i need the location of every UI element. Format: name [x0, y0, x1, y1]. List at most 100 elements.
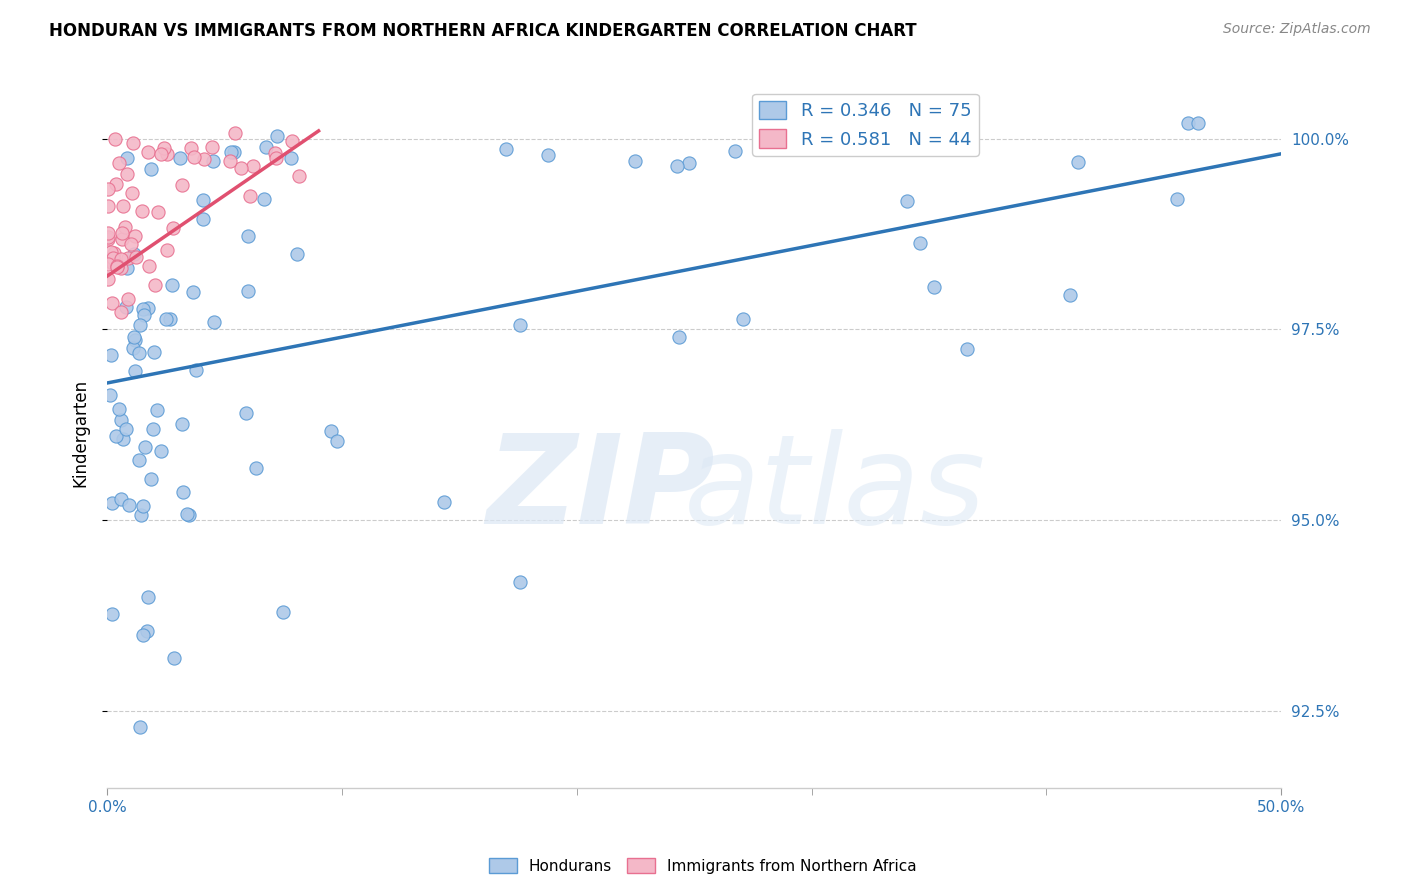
- Point: [509, 318, 531, 332]
- Point: [201, 139, 224, 153]
- Point: [115, 168, 138, 182]
- Point: [256, 139, 278, 153]
- Point: [97, 230, 120, 244]
- Text: ZIP: ZIP: [486, 429, 714, 550]
- Point: [128, 346, 150, 360]
- Point: [229, 161, 252, 176]
- Point: [956, 342, 979, 356]
- Point: [1177, 116, 1199, 130]
- Point: [731, 312, 754, 326]
- Point: [122, 247, 145, 261]
- Point: [191, 194, 214, 208]
- Point: [142, 422, 165, 436]
- Point: [143, 278, 166, 293]
- Point: [280, 134, 302, 148]
- Point: [114, 219, 136, 234]
- Point: [180, 141, 202, 155]
- Text: Source: ZipAtlas.com: Source: ZipAtlas.com: [1223, 22, 1371, 37]
- Point: [287, 169, 309, 184]
- Point: [136, 301, 159, 315]
- Point: [129, 318, 152, 333]
- Point: [100, 607, 122, 621]
- Point: [100, 244, 122, 259]
- Point: [170, 417, 193, 431]
- Point: [125, 250, 148, 264]
- Point: [325, 434, 347, 448]
- Point: [665, 159, 688, 173]
- Point: [509, 574, 531, 589]
- Point: [235, 406, 257, 420]
- Point: [136, 145, 159, 160]
- Point: [132, 628, 155, 642]
- Point: [131, 204, 153, 219]
- Point: [139, 472, 162, 486]
- Point: [219, 153, 242, 168]
- Point: [108, 156, 131, 170]
- Point: [162, 221, 184, 235]
- Point: [224, 145, 246, 159]
- Point: [101, 252, 124, 266]
- Point: [678, 156, 700, 170]
- Point: [186, 363, 208, 377]
- Point: [264, 146, 287, 161]
- Point: [110, 252, 132, 267]
- Point: [103, 245, 125, 260]
- Point: [110, 305, 132, 319]
- Point: [104, 132, 127, 146]
- Point: [1166, 192, 1188, 206]
- Point: [101, 295, 124, 310]
- Point: [1059, 288, 1081, 302]
- Point: [193, 152, 215, 166]
- Point: [115, 422, 138, 436]
- Point: [183, 150, 205, 164]
- Point: [118, 498, 141, 512]
- Point: [160, 278, 183, 293]
- Point: [202, 315, 225, 329]
- Point: [146, 204, 169, 219]
- Point: [105, 260, 128, 274]
- Point: [1066, 154, 1088, 169]
- Point: [122, 136, 145, 150]
- Point: [433, 495, 456, 509]
- Point: [202, 154, 225, 169]
- Point: [242, 159, 264, 173]
- Point: [139, 162, 162, 177]
- Point: [219, 145, 242, 159]
- Legend: Hondurans, Immigrants from Northern Africa: Hondurans, Immigrants from Northern Afri…: [484, 852, 922, 880]
- Point: [138, 260, 160, 274]
- Point: [135, 624, 157, 639]
- Point: [112, 199, 135, 213]
- Point: [136, 590, 159, 604]
- Point: [124, 330, 146, 344]
- Legend: R = 0.346   N = 75, R = 0.581   N = 44: R = 0.346 N = 75, R = 0.581 N = 44: [752, 94, 979, 156]
- Point: [181, 285, 204, 299]
- Point: [128, 720, 150, 734]
- Point: [100, 348, 122, 362]
- Point: [156, 146, 179, 161]
- Point: [104, 428, 127, 442]
- Point: [131, 499, 153, 513]
- Point: [131, 301, 153, 316]
- Point: [110, 413, 132, 427]
- Point: [801, 139, 824, 153]
- Point: [97, 182, 120, 196]
- Point: [128, 453, 150, 467]
- Point: [191, 212, 214, 227]
- Point: [111, 227, 134, 241]
- Point: [155, 312, 177, 326]
- Point: [236, 229, 259, 244]
- Point: [238, 284, 260, 298]
- Point: [537, 148, 560, 162]
- Point: [121, 186, 143, 200]
- Point: [97, 232, 120, 246]
- Point: [285, 246, 308, 260]
- Point: [129, 508, 152, 522]
- Point: [321, 424, 343, 438]
- Point: [101, 496, 124, 510]
- Point: [176, 507, 198, 521]
- Point: [103, 253, 125, 268]
- Point: [253, 192, 276, 206]
- Point: [111, 432, 134, 446]
- Point: [495, 143, 517, 157]
- Point: [623, 154, 645, 169]
